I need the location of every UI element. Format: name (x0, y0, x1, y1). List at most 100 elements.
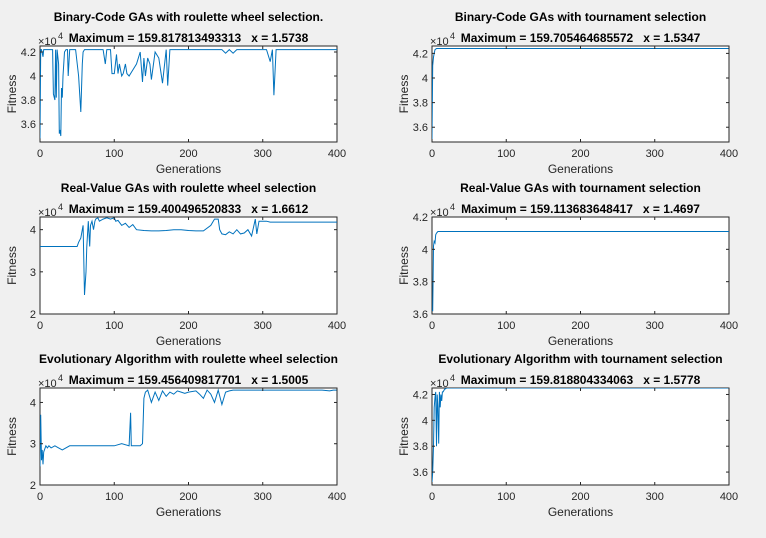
y-exponent-label: ×10 (430, 36, 449, 48)
subplot-3: 0 100 200 300 400 2 3 4×10 4 Real-Value GAs with … (5, 181, 346, 348)
subplot-subtitle: Maximum = 159.113683648417 x = 1.4697 (461, 202, 700, 216)
y-tick-label: 4 (422, 73, 428, 85)
x-tick-label: 0 (429, 491, 435, 503)
x-tick-label: 300 (646, 148, 664, 160)
x-tick-label: 100 (105, 491, 123, 503)
x-tick-label: 200 (571, 148, 589, 160)
x-tick-label: 300 (254, 320, 272, 332)
subplot-subtitle: Maximum = 159.818804334063 x = 1.5778 (461, 373, 701, 387)
x-tick-label: 400 (328, 320, 346, 332)
y-exponent-label: ×10 (38, 378, 57, 390)
y-exponent-power: 4 (450, 202, 455, 212)
x-tick-label: 400 (720, 148, 738, 160)
y-tick-label: 3.6 (413, 309, 428, 321)
subplot-title: Binary-Code GAs with tournament selectio… (455, 10, 706, 24)
x-axis-label: Generations (548, 162, 613, 176)
y-tick-label: 3.6 (413, 122, 428, 134)
x-tick-label: 200 (179, 320, 197, 332)
x-tick-label: 200 (571, 491, 589, 503)
subplot-title: Real-Value GAs with tournament selection (460, 181, 701, 195)
y-tick-label: 4 (422, 244, 428, 256)
x-tick-label: 0 (37, 148, 43, 160)
plot-area (431, 45, 730, 143)
x-axis-label: Generations (548, 505, 613, 519)
x-tick-label: 0 (37, 491, 43, 503)
x-tick-label: 400 (720, 320, 738, 332)
y-tick-label: 3.8 (413, 441, 428, 453)
y-tick-label: 3.6 (21, 119, 36, 131)
fitness-line (40, 388, 337, 467)
y-tick-label: 4 (30, 71, 36, 83)
y-exponent-label: ×10 (430, 207, 449, 219)
x-axis-label: Generations (548, 334, 613, 348)
subplot-title: Evolutionary Algorithm with roulette whe… (39, 352, 338, 366)
plot-area (39, 387, 338, 486)
subplot-5: 0 100 200 300 400 2 3 4×10 4 Evolutionary Algorit… (5, 352, 346, 519)
y-exponent-power: 4 (450, 31, 455, 41)
x-tick-label: 0 (429, 320, 435, 332)
x-axis-label: Generations (156, 162, 221, 176)
y-tick-label: 3.8 (21, 95, 36, 107)
x-tick-label: 300 (254, 491, 272, 503)
y-exponent-label: ×10 (430, 378, 449, 390)
y-axis-label: Fitness (5, 75, 19, 114)
x-tick-label: 100 (105, 148, 123, 160)
x-axis-label: Generations (156, 505, 221, 519)
y-exponent-label: ×10 (38, 207, 57, 219)
y-tick-label: 4.2 (21, 47, 36, 59)
y-tick-label: 3 (30, 267, 36, 279)
fitness-line (432, 388, 729, 483)
fitness-line (432, 231, 729, 312)
fitness-line (40, 217, 337, 296)
subplot-subtitle: Maximum = 159.400496520833 x = 1.6612 (69, 202, 309, 216)
y-tick-label: 4 (30, 397, 36, 409)
plot-area (431, 216, 730, 315)
x-tick-label: 400 (328, 491, 346, 503)
x-tick-label: 0 (37, 320, 43, 332)
subplot-title: Binary-Code GAs with roulette wheel sele… (54, 10, 323, 24)
x-tick-label: 400 (328, 148, 346, 160)
y-axis-label: Fitness (397, 417, 411, 456)
y-exponent-power: 4 (58, 202, 63, 212)
subplot-title: Real-Value GAs with roulette wheel selec… (61, 181, 316, 195)
y-tick-label: 4.2 (413, 212, 428, 224)
y-axis-label: Fitness (5, 246, 19, 285)
y-tick-label: 3 (30, 439, 36, 451)
y-exponent-power: 4 (58, 31, 63, 41)
x-tick-label: 200 (179, 148, 197, 160)
y-tick-label: 2 (30, 480, 36, 492)
subplot-title: Evolutionary Algorithm with tournament s… (438, 352, 722, 366)
y-tick-label: 4.2 (413, 48, 428, 60)
y-tick-label: 4.2 (413, 389, 428, 401)
x-tick-label: 200 (179, 491, 197, 503)
x-tick-label: 100 (105, 320, 123, 332)
x-tick-label: 400 (720, 491, 738, 503)
y-axis-label: Fitness (5, 417, 19, 456)
y-axis-label: Fitness (397, 75, 411, 114)
y-tick-label: 2 (30, 309, 36, 321)
x-tick-label: 100 (497, 320, 515, 332)
y-tick-label: 4 (30, 225, 36, 237)
subplot-subtitle: Maximum = 159.705464685572 x = 1.5347 (461, 31, 701, 45)
y-exponent-power: 4 (58, 373, 63, 383)
y-exponent-label: ×10 (38, 36, 57, 48)
fitness-line (40, 48, 337, 139)
x-tick-label: 300 (646, 491, 664, 503)
y-tick-label: 3.8 (413, 98, 428, 110)
plot-area (431, 387, 730, 486)
y-tick-label: 3.8 (413, 277, 428, 289)
y-tick-label: 3.6 (413, 467, 428, 479)
subplot-subtitle: Maximum = 159.456409817701 x = 1.5005 (69, 373, 309, 387)
x-axis-label: Generations (156, 334, 221, 348)
plot-area (39, 45, 338, 143)
subplot-subtitle: Maximum = 159.817813493313 x = 1.5738 (69, 31, 309, 45)
y-tick-label: 4 (422, 415, 428, 427)
x-tick-label: 200 (571, 320, 589, 332)
y-axis-label: Fitness (397, 246, 411, 285)
x-tick-label: 300 (646, 320, 664, 332)
